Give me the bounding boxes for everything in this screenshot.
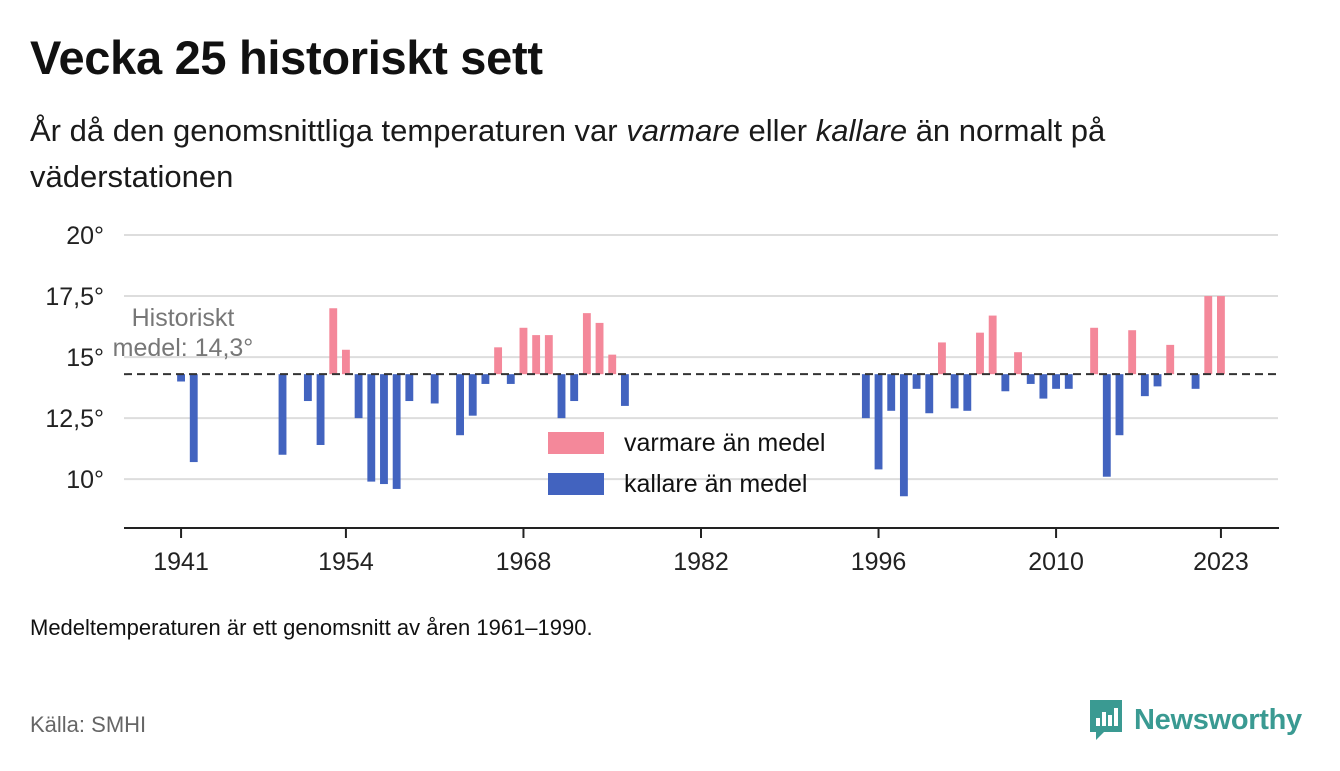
bar <box>519 327 528 375</box>
bar <box>189 374 198 463</box>
x-tick-label: 2023 <box>1193 548 1249 576</box>
legend-label-cold: kallare än medel <box>624 470 807 498</box>
x-tick-label: 1954 <box>318 548 374 576</box>
subtitle-part: eller <box>739 113 816 148</box>
bar <box>1052 374 1061 389</box>
footnote: Medeltemperaturen är ett genomsnitt av å… <box>30 615 593 640</box>
bar <box>278 374 287 455</box>
bar <box>620 374 629 406</box>
brand-name: Newsworthy <box>1134 703 1302 736</box>
bar <box>316 374 325 445</box>
bar <box>988 315 997 375</box>
y-tick-label: 20° <box>66 222 104 250</box>
legend-label-warm: varmare än medel <box>624 429 825 457</box>
bar <box>354 374 363 419</box>
bar <box>380 374 388 485</box>
legend: varmare än medel kallare än medel <box>548 429 825 498</box>
bar <box>341 349 350 375</box>
bar <box>494 347 503 375</box>
x-tick-label: 1941 <box>153 548 209 576</box>
y-tick-label: 15° <box>66 344 104 372</box>
bar <box>405 374 414 402</box>
bar-chart: 10° 12,5° 15° 17,5° 20° Historiskt medel: 14… <box>45 222 1279 576</box>
x-tick-label: 1982 <box>673 548 729 576</box>
bar <box>481 374 490 384</box>
bar <box>861 374 870 419</box>
bar <box>925 374 934 414</box>
bar <box>1166 344 1175 375</box>
bar <box>303 374 312 402</box>
bar <box>1140 374 1149 397</box>
bar <box>595 322 604 375</box>
bar <box>1153 374 1162 387</box>
newsworthy-logo-icon <box>1090 700 1122 740</box>
bar <box>950 374 959 409</box>
bar <box>1191 374 1200 389</box>
bar <box>938 342 946 375</box>
brand-logo[interactable]: Newsworthy <box>1088 697 1302 743</box>
y-tick-label: 10° <box>66 466 104 494</box>
bar <box>1115 374 1124 436</box>
bar <box>1026 374 1035 384</box>
bar <box>1001 374 1010 392</box>
bars <box>177 296 1225 497</box>
bar <box>874 374 883 470</box>
x-axis-ticks: 1941 1954 1968 1982 1996 2010 2023 <box>153 528 1249 576</box>
bar <box>1064 374 1073 389</box>
legend-swatch-warm <box>548 432 604 454</box>
source-label: Källa: SMHI <box>30 712 147 737</box>
legend-swatch-cold <box>548 473 604 495</box>
chart-subtitle: År då den genomsnittliga temperaturen va… <box>30 108 1270 200</box>
bar <box>532 335 541 375</box>
bar <box>392 374 401 489</box>
bar <box>570 374 579 402</box>
subtitle-part: År då den genomsnittliga temperaturen va… <box>30 113 627 148</box>
bar <box>1014 352 1022 375</box>
x-tick-label: 1996 <box>851 548 907 576</box>
bar <box>1102 374 1111 477</box>
bar <box>456 374 464 436</box>
bar <box>963 374 972 411</box>
bar <box>1217 296 1225 375</box>
bar <box>329 308 338 375</box>
bar <box>557 374 566 419</box>
bar <box>468 374 477 416</box>
bar <box>506 374 515 384</box>
x-tick-label: 2010 <box>1028 548 1084 576</box>
bar <box>177 374 185 382</box>
y-gridlines <box>124 234 1278 481</box>
bar <box>887 374 896 411</box>
y-tick-label: 12,5° <box>45 405 104 433</box>
subtitle-warmer: varmare <box>626 113 740 148</box>
bar <box>367 374 376 482</box>
bar <box>544 335 553 375</box>
x-tick-label: 1968 <box>496 548 552 576</box>
subtitle-colder: kallare <box>815 113 908 148</box>
bar <box>1204 296 1213 375</box>
bar <box>430 374 439 404</box>
bar <box>608 354 617 375</box>
subtitle-part: än normalt på väderstationen <box>30 113 1106 194</box>
y-axis-ticks: 10° 12,5° 15° 17,5° 20° <box>45 222 104 494</box>
baseline-label: medel: 14,3° <box>113 334 254 362</box>
chart-title: Vecka 25 historiskt sett <box>30 31 543 84</box>
bar <box>1090 327 1099 375</box>
bar <box>976 332 984 375</box>
bar <box>912 374 921 389</box>
bar <box>1128 330 1137 375</box>
bar <box>899 374 908 497</box>
baseline-label: Historiskt <box>132 304 235 332</box>
bar <box>1039 374 1048 399</box>
y-tick-label: 17,5° <box>45 283 104 311</box>
bar <box>582 313 591 375</box>
